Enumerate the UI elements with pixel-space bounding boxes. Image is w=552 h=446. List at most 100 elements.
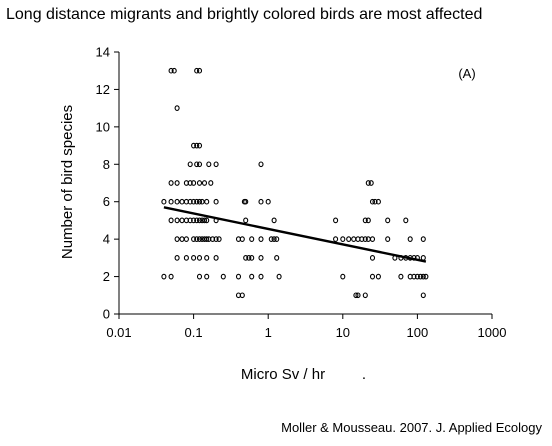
data-point (171, 67, 177, 74)
y-tick-label: 4 (103, 232, 110, 247)
data-point (353, 292, 359, 299)
x-tick-label: 1000 (478, 325, 507, 340)
chart-axes: 0 2 4 6 8 10 12 14 0.01 0.1 1 10 100 1000 (96, 45, 507, 341)
data-point (191, 180, 197, 186)
data-point (407, 236, 413, 242)
data-point (194, 217, 200, 224)
y-tick-label: 0 (103, 307, 110, 322)
y-axis-title: Number of bird species (59, 105, 76, 259)
data-point (187, 198, 193, 205)
data-point (423, 273, 429, 280)
data-point (258, 273, 264, 280)
data-point (249, 236, 255, 242)
data-point (346, 236, 352, 242)
x-tick-label: 100 (407, 325, 429, 340)
data-point (194, 198, 200, 205)
data-point (243, 198, 249, 205)
data-point (243, 217, 249, 224)
data-point (246, 255, 252, 261)
data-point (362, 236, 368, 242)
data-point (206, 161, 212, 168)
data-point (187, 161, 193, 168)
data-point (204, 217, 210, 224)
data-point (368, 180, 374, 186)
data-point (194, 67, 200, 74)
y-tick-label: 2 (103, 269, 110, 284)
data-point (274, 236, 280, 242)
data-point (333, 217, 339, 224)
data-point (365, 180, 371, 186)
data-point (191, 255, 197, 261)
slide-title: Long distance migrants and brightly colo… (6, 6, 483, 23)
data-point (417, 273, 424, 280)
y-tick-label: 12 (96, 82, 110, 97)
data-point (174, 217, 180, 224)
x-tick-label: 0.01 (106, 325, 131, 340)
data-point (258, 161, 264, 168)
data-point (183, 236, 189, 242)
data-point (216, 236, 222, 242)
data-point (183, 255, 189, 261)
data-point (201, 217, 208, 224)
data-point (220, 273, 226, 280)
data-point (179, 236, 185, 242)
y-tick-label: 8 (103, 157, 110, 172)
citation: Moller & Mousseau. 2007. J. Applied Ecol… (281, 420, 542, 435)
data-point (239, 292, 245, 299)
data-point (168, 273, 174, 280)
data-point (355, 292, 361, 299)
data-point (174, 198, 180, 205)
data-point (365, 217, 371, 224)
data-point (196, 198, 203, 205)
data-point (194, 161, 200, 168)
y-tick-label: 6 (103, 194, 110, 209)
x-tick-label: 0.1 (185, 325, 203, 340)
data-point (196, 273, 203, 280)
data-point (199, 236, 205, 242)
data-point (187, 217, 193, 224)
data-point (420, 236, 426, 242)
data-point (420, 292, 426, 299)
data-point (369, 236, 376, 242)
data-point (174, 180, 180, 186)
data-point (168, 67, 174, 74)
data-point (258, 236, 264, 242)
data-point (196, 217, 203, 224)
data-point (369, 198, 376, 205)
x-axis-title-suffix: . (362, 366, 366, 383)
data-point (213, 255, 219, 261)
data-point (196, 180, 203, 186)
data-point (179, 198, 185, 205)
data-point (271, 217, 277, 224)
data-point (161, 198, 167, 205)
data-point (375, 198, 381, 205)
data-point (213, 161, 219, 168)
data-point (249, 273, 255, 280)
data-point (265, 198, 271, 205)
x-tick-label: 1 (265, 325, 272, 340)
data-point (271, 236, 277, 242)
data-point (174, 236, 180, 242)
data-point (239, 236, 245, 242)
data-point (249, 255, 255, 261)
y-tick-label: 14 (96, 45, 110, 60)
data-point (243, 255, 249, 261)
data-point (385, 217, 391, 224)
data-point (235, 273, 242, 280)
data-point (420, 273, 426, 280)
data-point (179, 217, 185, 224)
data-point (201, 180, 208, 186)
data-point (191, 217, 197, 224)
data-point (420, 255, 426, 261)
data-point (362, 217, 368, 224)
data-point (268, 236, 274, 242)
data-point (196, 255, 203, 261)
data-point (213, 236, 219, 242)
data-point (403, 217, 409, 224)
data-point (204, 255, 210, 261)
data-point (196, 161, 203, 168)
data-point (333, 236, 339, 242)
data-point (385, 236, 391, 242)
x-tick-label: 10 (336, 325, 350, 340)
